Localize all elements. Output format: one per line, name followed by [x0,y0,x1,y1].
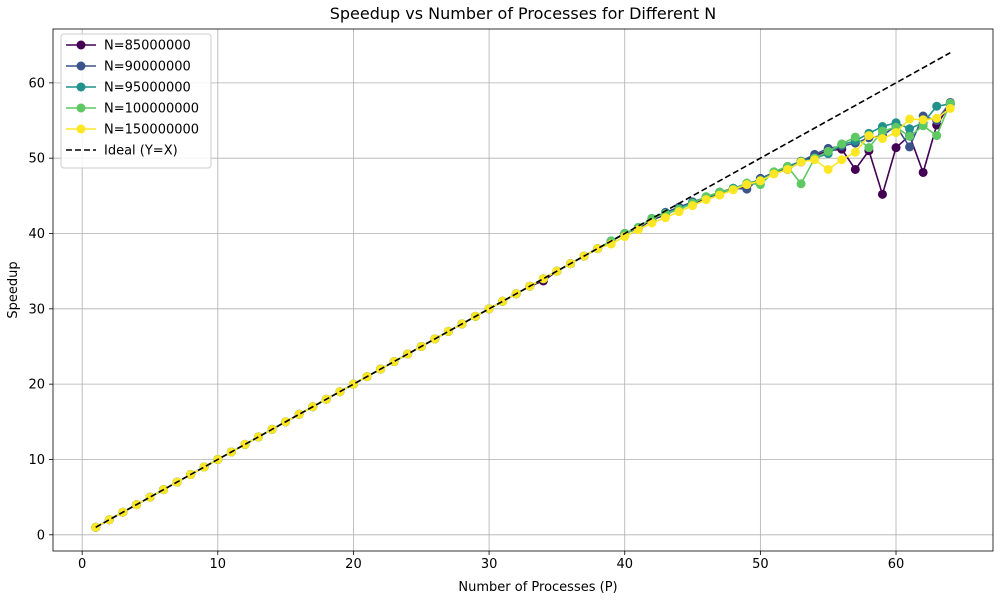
x-tick-label: 60 [888,557,905,572]
data-point-n-150000000 [783,164,793,174]
data-point-n-85000000 [850,164,860,174]
data-point-n-150000000 [864,131,874,141]
series-line-n-85000000 [95,103,951,528]
data-point-n-100000000 [877,126,887,136]
data-point-n-150000000 [891,128,901,138]
data-point-n-150000000 [769,169,779,179]
x-tick-label: 20 [345,557,362,572]
axes-frame [52,28,994,552]
series-line-ideal-y-x [95,52,951,528]
data-point-n-100000000 [850,132,860,142]
data-point-n-150000000 [647,218,657,228]
data-point-n-150000000 [389,357,399,367]
data-point-n-150000000 [294,409,304,419]
series-line-n-150000000 [95,107,951,528]
series-line-n-100000000 [95,102,952,528]
legend: N=85000000 N=90000000 N=95000000 N=10000000… [60,33,212,169]
legend-label-n-90000000: N=90000000 [104,60,191,75]
y-tick-label: 30 [28,302,45,317]
legend-label-n-95000000: N=95000000 [104,81,191,96]
legend-swatch-marker-n-85000000 [76,40,86,50]
series-line-n-95000000 [95,103,951,528]
data-point-n-100000000 [796,179,806,189]
x-axis-label: Number of Processes (P) [458,580,617,595]
legend-swatch-marker-n-95000000 [76,82,86,92]
data-point-n-150000000 [850,147,860,157]
series-line-n-90000000 [95,101,951,528]
y-tick-label: 60 [28,76,45,91]
data-point-n-100000000 [905,131,915,141]
legend-label-ideal-y-x: Ideal (Y=X) [104,144,178,159]
legend-swatch-marker-n-150000000 [76,124,86,134]
data-point-n-100000000 [864,143,874,153]
data-point-n-150000000 [253,432,263,442]
x-tick-label: 30 [481,557,498,572]
data-point-n-150000000 [701,195,711,205]
data-point-n-150000000 [688,201,698,211]
y-tick-label: 40 [28,227,45,242]
data-point-n-85000000 [877,189,887,199]
data-point-n-150000000 [674,207,684,217]
data-point-n-150000000 [498,296,508,306]
data-point-n-150000000 [837,155,847,165]
data-point-n-150000000 [538,274,548,284]
data-point-n-150000000 [91,522,101,532]
legend-label-n-150000000: N=150000000 [104,123,199,138]
chart-title: Speedup vs Number of Processes for Diffe… [330,4,717,23]
data-point-n-150000000 [755,176,765,186]
legend-swatch-marker-n-90000000 [76,61,86,71]
data-point-n-150000000 [810,155,820,165]
y-tick-label: 50 [28,152,45,167]
data-point-n-150000000 [742,180,752,190]
data-point-n-150000000 [823,164,833,174]
data-point-n-85000000 [918,167,928,177]
legend-label-n-100000000: N=100000000 [104,102,199,117]
data-point-n-150000000 [918,115,928,125]
data-point-n-85000000 [891,143,901,153]
data-point-n-150000000 [145,492,155,502]
plot-area: 0 10 20 30 40 50 60 0 10 20 30 40 50 60 [28,28,994,572]
data-point-n-150000000 [104,515,114,525]
data-point-n-150000000 [905,114,915,124]
y-axis-label: Speedup [6,261,21,318]
legend-swatch-marker-n-100000000 [76,103,86,113]
data-point-n-150000000 [348,379,358,389]
data-point-n-150000000 [593,244,603,254]
data-point-n-95000000 [932,101,942,111]
data-point-n-150000000 [660,213,670,223]
data-point-n-150000000 [796,157,806,167]
data-point-n-150000000 [932,113,942,123]
data-point-n-150000000 [877,134,887,144]
x-tick-label: 10 [210,557,227,572]
data-point-n-150000000 [715,190,725,200]
legend-label-n-85000000: N=85000000 [104,39,191,54]
data-point-n-150000000 [633,225,643,235]
y-tick-label: 20 [28,378,45,393]
legend-box [60,33,212,169]
y-tick-label: 0 [37,528,45,543]
x-tick-label: 50 [752,557,769,572]
x-tick-label: 0 [78,557,86,572]
data-point-n-100000000 [823,146,833,156]
data-point-n-95000000 [905,124,915,134]
data-point-n-150000000 [620,232,630,242]
data-point-n-100000000 [932,131,942,141]
data-point-n-150000000 [443,326,453,336]
data-point-n-100000000 [837,139,847,149]
data-point-n-150000000 [484,304,494,314]
data-point-n-90000000 [905,142,915,152]
data-point-n-150000000 [199,462,209,472]
data-point-n-150000000 [728,185,738,195]
data-point-n-150000000 [945,103,955,113]
data-point-n-150000000 [240,439,250,449]
x-tick-label: 40 [616,557,633,572]
y-tick-label: 10 [28,453,45,468]
